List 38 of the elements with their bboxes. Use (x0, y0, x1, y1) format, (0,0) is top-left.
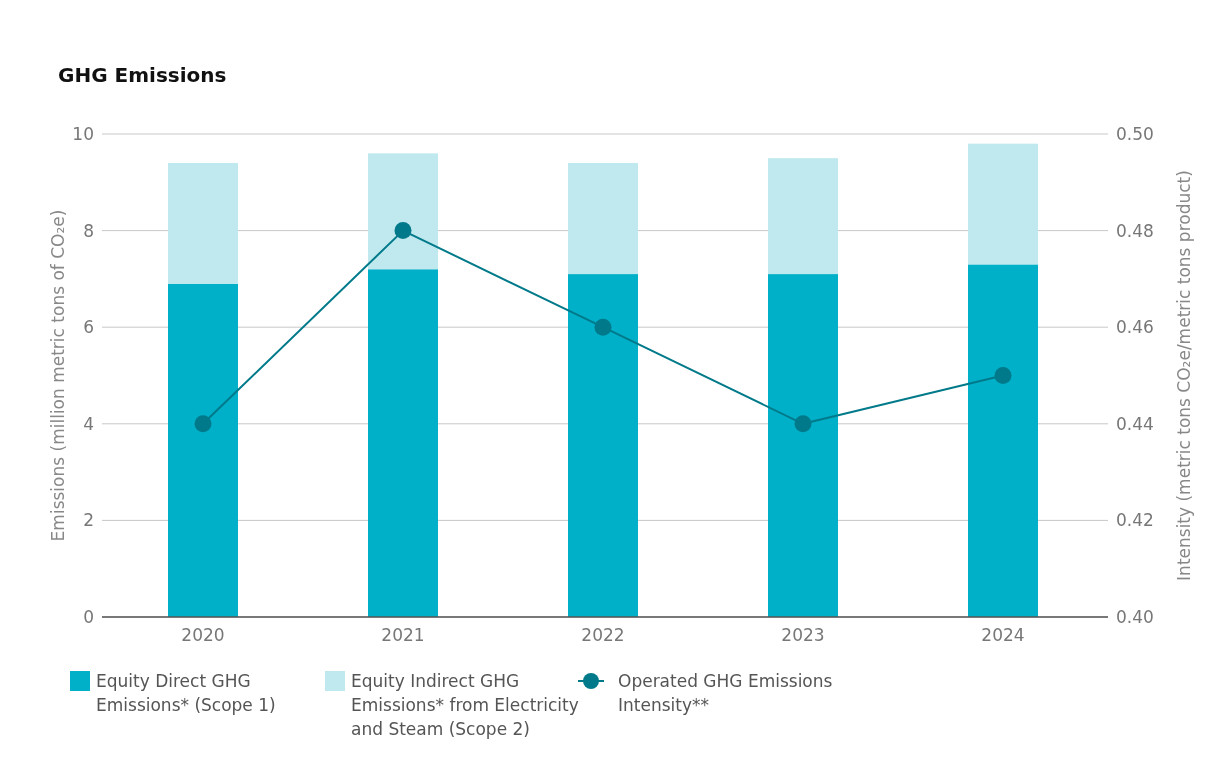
bar (568, 162, 638, 275)
y2-tick-label: 0.42 (1116, 510, 1154, 531)
point (794, 415, 812, 433)
y-tick-label: 0 (83, 606, 94, 627)
x-tick-label: 2024 (981, 625, 1025, 645)
point (394, 222, 412, 240)
legend-label: Operated GHG Emissions Intensity** (618, 671, 833, 715)
x-tick-label: 2022 (581, 625, 625, 645)
y2-tick-label: 0.44 (1116, 413, 1154, 434)
bar (368, 269, 438, 617)
y2-tick-label: 0.48 (1116, 220, 1154, 241)
x-tick-label: 2023 (781, 625, 825, 645)
y-axis-title: Emissions (million metric tons of CO₂e) (48, 209, 68, 542)
y-tick-label: 6 (83, 317, 94, 338)
y-tick-label: 8 (83, 220, 94, 241)
y-tick-label: 10 (72, 123, 94, 144)
bar (168, 162, 238, 284)
bar (968, 264, 1038, 617)
y-tick-label: 2 (83, 510, 94, 531)
bar (768, 158, 838, 275)
y-tick-label: 4 (83, 413, 94, 434)
legend-label: Equity Indirect GHG Emissions* from Electricity and Steam (Scope 2) (351, 671, 579, 739)
bar (568, 274, 638, 617)
bar (968, 143, 1038, 265)
point (594, 318, 612, 336)
legend-label: Equity Direct GHG Emissions* (Scope 1) (96, 671, 276, 715)
chart-title: GHG Emissions (58, 63, 227, 87)
bar (768, 274, 838, 617)
bar (168, 283, 238, 617)
point (994, 367, 1012, 384)
y2-tick-label: 0.46 (1116, 317, 1154, 338)
x-tick-label: 2020 (181, 625, 225, 645)
point (194, 415, 212, 433)
y2-tick-label: 0.40 (1116, 606, 1154, 627)
y2-axis-title: Intensity (metric tons CO₂e/metric tons product) (1174, 170, 1194, 581)
x-tick-label: 2021 (381, 625, 425, 645)
bar (368, 153, 438, 270)
y2-tick-label: 0.50 (1116, 123, 1154, 144)
